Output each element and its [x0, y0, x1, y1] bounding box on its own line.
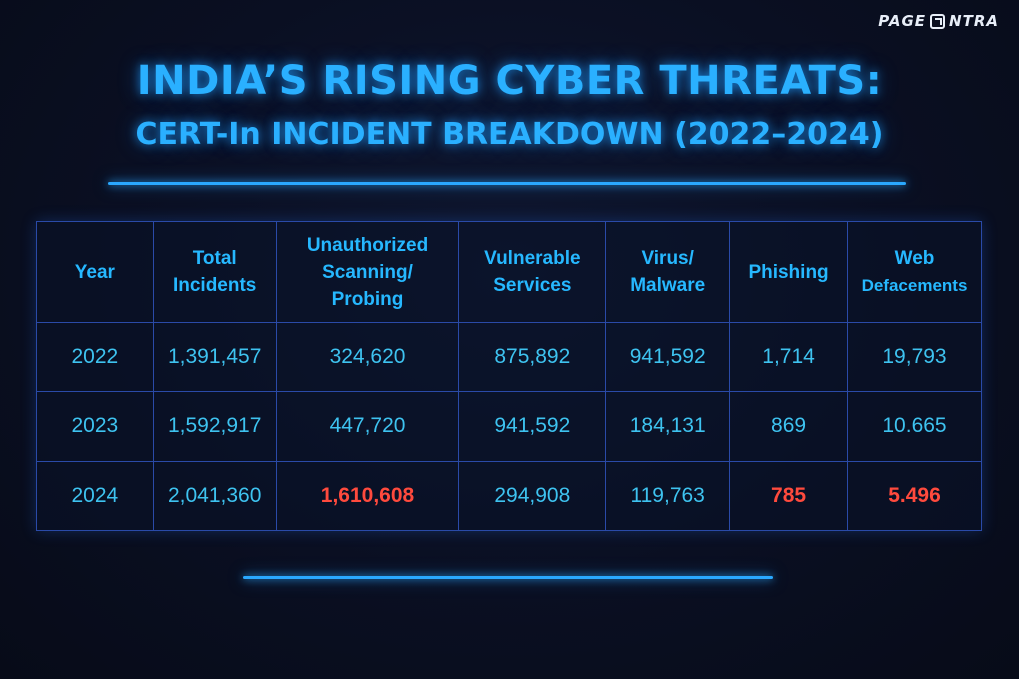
top-divider [108, 182, 906, 185]
cell-unauthorized-scanning: 447,720 [275, 391, 460, 462]
col-header-line: Defacements [861, 276, 968, 295]
col-header-line: Vulnerable [484, 248, 581, 269]
cell-web-defacements: 10.665 [847, 391, 982, 462]
col-header-virus-malware: Virus/ Malware [605, 221, 731, 323]
cell-vulnerable-services: 941,592 [458, 391, 607, 462]
cell-web-defacements: 5.496 [847, 460, 982, 532]
col-header-line: Virus/ [641, 248, 694, 269]
cell-year: 2022 [36, 321, 154, 393]
cell-vulnerable-services: 294,908 [458, 460, 607, 532]
cell-web-defacements: 19,793 [847, 321, 982, 393]
page-subtitle: CERT-In INCIDENT BREAKDOWN (2022–2024) [135, 117, 884, 152]
col-header-line: Total [192, 248, 237, 269]
table-row: 2024 2,041,360 1,610,608 294,908 119,763… [36, 460, 982, 532]
cell-total-incidents: 1,592,917 [152, 391, 277, 462]
bottom-divider [243, 576, 773, 579]
col-header-total-incidents: Total Incidents [152, 221, 277, 323]
col-header-line: Scanning/ [322, 261, 413, 283]
col-header-vulnerable-services: Vulnerable Services [458, 221, 607, 323]
cell-virus-malware: 119,763 [605, 460, 731, 532]
cell-unauthorized-scanning: 324,620 [275, 321, 460, 393]
cell-vulnerable-services: 875,892 [458, 321, 607, 393]
logo-text-left: PAGE [878, 12, 927, 30]
incident-table: Year Total Incidents Unauthorized Scanni… [36, 221, 982, 532]
page-title: INDIA’S RISING CYBER THREATS: [136, 58, 883, 104]
col-header-phishing: Phishing [729, 221, 848, 323]
col-header-unauthorized-scanning: Unauthorized Scanning/ Probing [275, 221, 460, 323]
table-header-row: Year Total Incidents Unauthorized Scanni… [36, 221, 982, 323]
cell-year: 2023 [36, 391, 154, 462]
table-row: 2022 1,391,457 324,620 875,892 941,592 1… [36, 321, 982, 393]
cell-unauthorized-scanning: 1,610,608 [275, 460, 460, 532]
cell-year: 2024 [36, 460, 154, 532]
cell-phishing: 869 [729, 391, 848, 462]
col-header-line: Web [894, 248, 935, 269]
col-header-line: Unauthorized [306, 234, 429, 256]
col-header-year: Year [36, 221, 154, 323]
col-header-line: Probing [331, 288, 404, 310]
col-header-line: Year [74, 261, 115, 283]
brand-logo: PAGE NTRA [878, 12, 999, 30]
table-row: 2023 1,592,917 447,720 941,592 184,131 8… [36, 391, 982, 462]
cell-virus-malware: 184,131 [605, 391, 731, 462]
col-header-line: Malware [630, 275, 706, 296]
cell-phishing: 1,714 [729, 321, 848, 393]
logo-text-right: NTRA [949, 12, 999, 30]
col-header-line: Phishing [748, 261, 829, 283]
cell-total-incidents: 2,041,360 [152, 460, 277, 532]
cell-total-incidents: 1,391,457 [152, 321, 277, 393]
cell-virus-malware: 941,592 [605, 321, 731, 393]
col-header-line: Services [493, 275, 572, 296]
cell-phishing: 785 [729, 460, 848, 532]
col-header-line: Incidents [172, 275, 257, 296]
col-header-web-defacements: Web Defacements [847, 221, 982, 323]
arrow-box-icon [930, 13, 946, 29]
